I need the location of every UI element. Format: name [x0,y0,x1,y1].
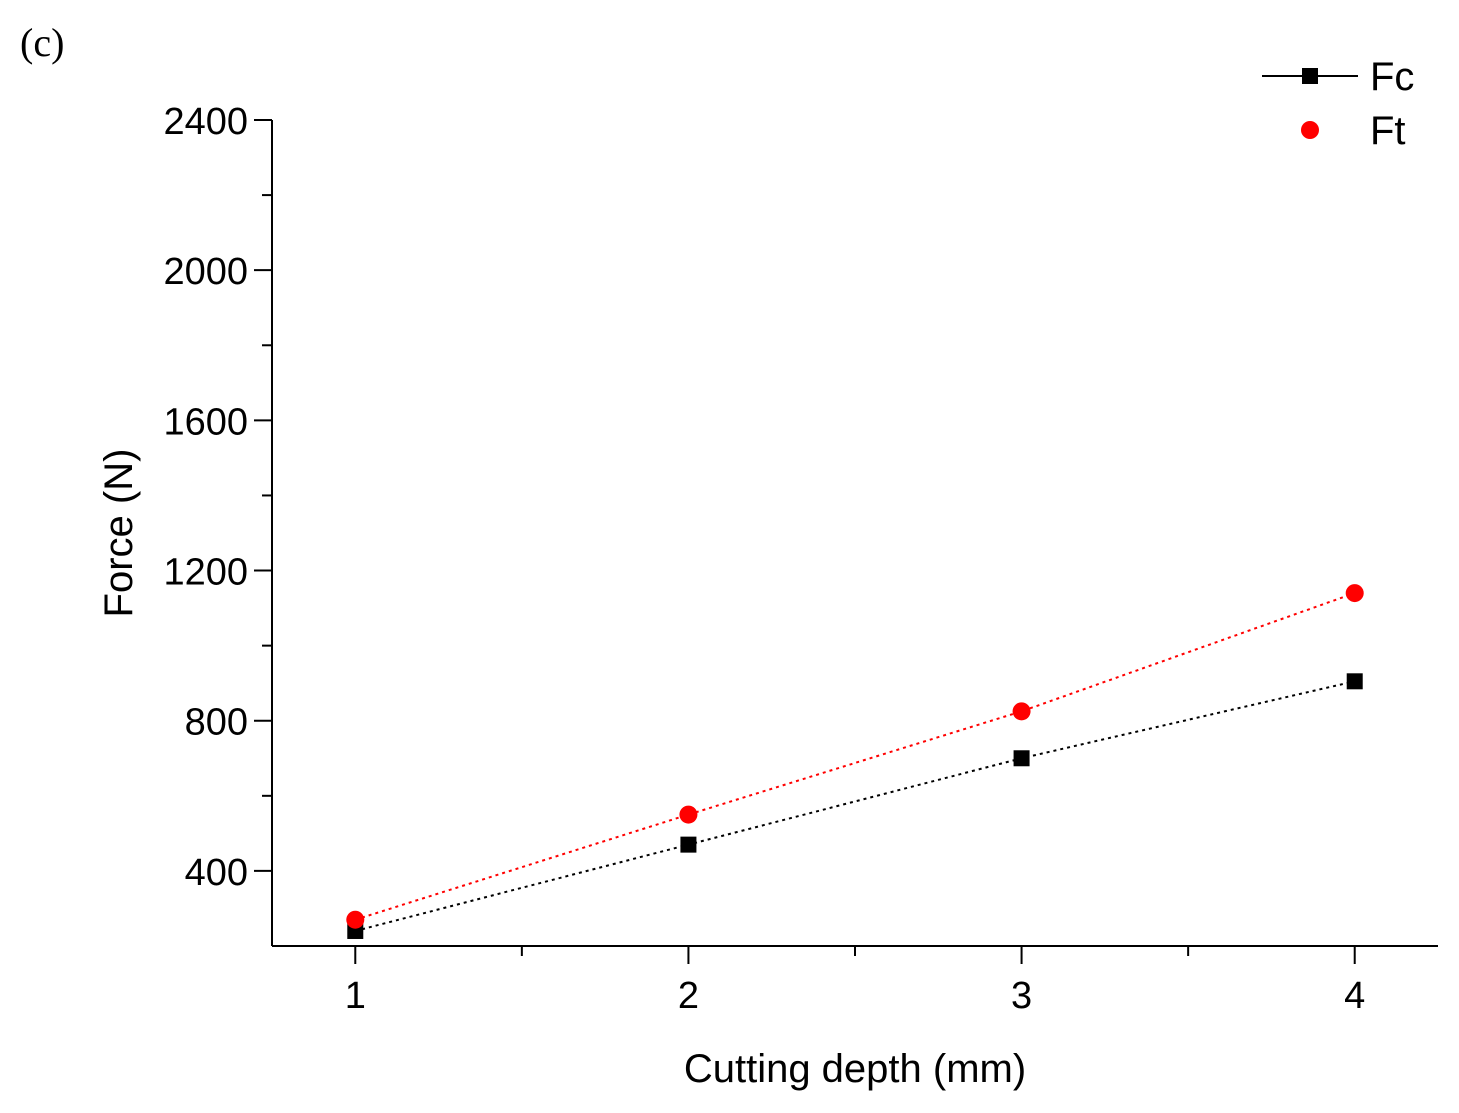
panel-label: (c) [20,20,64,65]
x-tick-label: 2 [678,975,699,1017]
series-layer [346,584,1364,939]
legend-label: Fc [1370,55,1414,99]
data-point-fc [680,836,697,853]
y-tick-label: 2400 [163,101,248,143]
data-point-fc [1346,673,1363,690]
series-ft [346,584,1364,929]
series-line-fc [355,680,1355,932]
y-tick-label: 400 [185,852,248,894]
legend-marker [1302,68,1318,84]
legend-item-fc: Fc [1262,55,1414,99]
y-tick-label: 1600 [163,401,248,443]
x-tick-label: 3 [1011,975,1032,1017]
data-point-ft [346,910,365,929]
axes [271,120,1438,947]
data-point-fc [1013,750,1030,767]
y-tick-label: 2000 [163,251,248,293]
legend-marker [1301,121,1319,139]
x-axis-label: Cutting depth (mm) [684,1047,1026,1091]
series-line-ft [354,592,1356,921]
x-tick-label: 1 [345,975,366,1017]
data-point-ft [1345,584,1364,603]
legend-item-ft: Ft [1301,109,1406,153]
data-point-ft [679,805,698,824]
legend-label: Ft [1370,109,1406,153]
ticks: 400 800 1200 1600 2000 2400 1 2 3 4 [163,101,1365,1017]
y-tick-label: 1200 [163,552,248,594]
y-axis-label: Force (N) [97,449,141,618]
series-fc [347,673,1363,939]
x-tick-label: 4 [1344,975,1365,1017]
legend: Fc Ft [1262,55,1414,153]
data-point-ft [1012,702,1031,721]
y-tick-label: 800 [185,702,248,744]
